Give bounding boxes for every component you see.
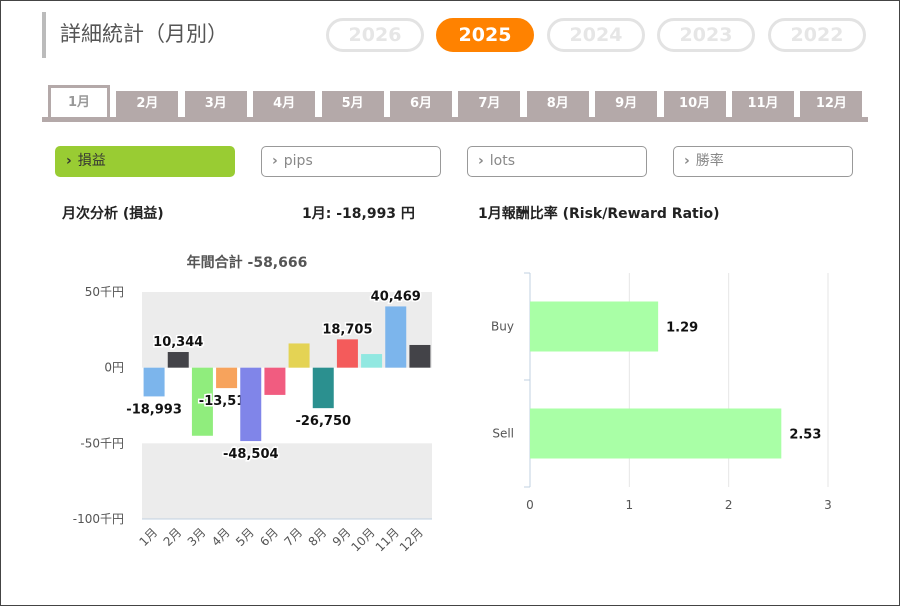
monthly-pl-chart: 年間合計 -58,666 50千円 0円 -50千円 -100千円 1月 -18,993 2… [73,254,432,554]
x-tick-label: 5月 [233,525,257,549]
filter-button-0[interactable]: › 損益 [55,146,235,177]
bar-10[interactable] [361,354,383,368]
x-tick-label: 1 [626,498,634,512]
y-tick-label: 0円 [104,361,124,375]
month-value-label: 1月: -18,993 円 [302,206,415,222]
rr-bar-buy[interactable] [530,301,659,352]
monthly-analysis-label: 月次分析 (損益) [62,206,164,222]
data-label: -18,993 [126,402,182,417]
y-tick-label: -50千円 [80,436,124,450]
filter-label: lots [489,153,516,169]
month-tab-12[interactable]: 12月 [800,91,863,117]
year-tab-2023[interactable]: 2023 [657,18,755,52]
month-tab-11[interactable]: 11月 [732,91,794,117]
filter-button-1[interactable]: › pips [261,146,441,177]
bar-7[interactable] [288,343,310,368]
plot-band-lower [142,443,432,519]
year-tab-2025[interactable]: 2025 [436,18,534,52]
month-tab-8[interactable]: 8月 [526,91,589,117]
page-title: 詳細統計（月別） [60,22,228,46]
data-label: -26,750 [295,414,351,429]
data-label: 18,705 [322,322,372,337]
category-label: Sell [492,427,514,441]
bar-9[interactable] [336,339,358,368]
bar-1[interactable] [143,367,165,397]
filter-label: 損益 [77,153,106,169]
x-tick-label: 0 [526,498,534,512]
bar-5[interactable] [240,367,262,442]
data-label: -48,504 [223,447,279,462]
bar-2[interactable] [167,352,189,368]
data-label: 1.29 [666,321,698,336]
month-tab-6[interactable]: 6月 [390,91,452,117]
filter-button-3[interactable]: › 勝率 [673,146,853,177]
tabs-baseline [42,117,868,122]
x-tick-label: 7月 [281,525,305,549]
data-label: 10,344 [153,335,203,350]
month-tab-2[interactable]: 2月 [116,91,179,117]
bar-4[interactable] [216,367,238,389]
risk-reward-chart: 0 1 2 3 Buy 1.29 Sell 2.53 [491,272,832,512]
filter-label: 勝率 [695,153,724,169]
data-label: 2.53 [789,428,821,443]
month-tab-1[interactable]: 1月 [48,85,110,119]
x-tick-label: 2 [725,498,733,512]
data-label: 40,469 [371,289,421,304]
plot-band-upper [142,292,432,368]
x-tick-label: 6月 [257,525,281,549]
bar-12[interactable] [409,344,431,368]
month-tab-10[interactable]: 10月 [663,91,726,117]
x-tick-label: 3 [824,498,832,512]
y-tick-label: -100千円 [73,512,124,526]
page-title-bar: 詳細統計（月別） [42,12,228,58]
bar-3[interactable] [191,367,213,436]
x-tick-label: 12月 [397,525,426,554]
month-tab-4[interactable]: 4月 [253,91,316,117]
bar-6[interactable] [264,367,286,395]
month-tab-7[interactable]: 7月 [458,91,521,117]
x-tick-label: 3月 [185,525,209,549]
chevron-right-icon: › [478,153,484,169]
chevron-right-icon: › [272,153,278,169]
month-tab-9[interactable]: 9月 [595,91,658,117]
year-tab-2026[interactable]: 2026 [326,18,424,52]
x-tick-label: 1月 [136,525,160,549]
rr-title: 1月報酬比率 (Risk/Reward Ratio) [478,206,720,222]
filter-label: pips [283,153,313,169]
bar-11[interactable] [385,306,407,368]
bar-8[interactable] [312,367,334,409]
month-tab-3[interactable]: 3月 [184,91,247,117]
y-tick-label: 50千円 [85,285,124,299]
chevron-right-icon: › [66,153,72,169]
rr-bar-sell[interactable] [530,408,782,459]
x-tick-label: 10月 [349,525,378,554]
x-tick-label: 8月 [306,525,330,549]
category-label: Buy [491,320,514,334]
x-tick-label: 11月 [373,525,402,554]
year-tab-2022[interactable]: 2022 [768,18,866,52]
chevron-right-icon: › [684,153,690,169]
x-tick-label: 2月 [161,525,185,549]
month-tab-5[interactable]: 5月 [321,91,384,117]
filter-button-2[interactable]: › lots [467,146,647,177]
chart-title: 年間合計 -58,666 [187,254,308,271]
year-tab-2024[interactable]: 2024 [547,18,645,52]
x-tick-label: 4月 [209,525,233,549]
